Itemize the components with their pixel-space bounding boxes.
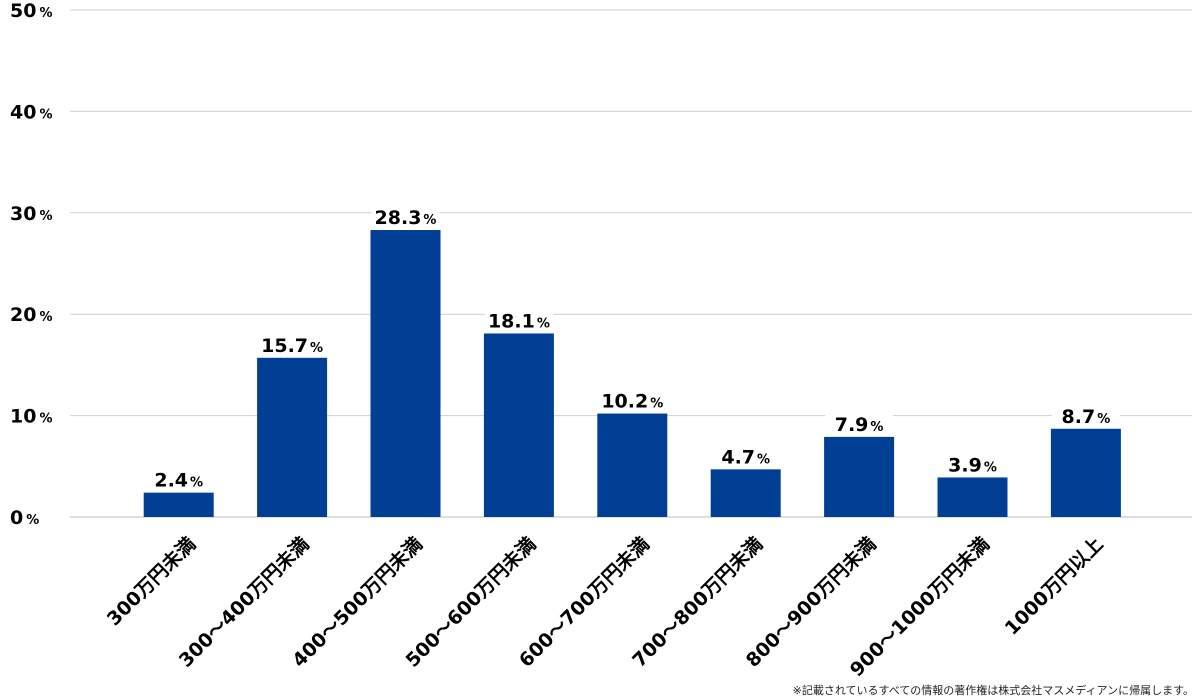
data-label-background xyxy=(598,389,667,412)
x-tick-label: 1000万円以上 xyxy=(1001,533,1108,640)
bar xyxy=(483,333,554,517)
x-tick-label: 300万円未満 xyxy=(102,532,200,630)
bar xyxy=(143,492,214,517)
data-label: 10.2% xyxy=(601,391,663,413)
data-label-background xyxy=(258,333,327,356)
y-axis-ticks: 0 % 10 % 20 % 30 % 40 % 50% xyxy=(10,0,52,529)
data-label: 28.3% xyxy=(375,207,437,229)
y-tick-label: 30% xyxy=(10,203,52,225)
bars xyxy=(143,230,1121,517)
bar xyxy=(824,436,895,517)
data-label: 4.7% xyxy=(721,446,770,468)
data-label-background xyxy=(825,412,894,435)
data-label: 7.9% xyxy=(835,414,884,436)
copyright-notice: ※記載されているすべての情報の著作権は株式会社マスメディアンに帰属します。 xyxy=(792,684,1194,697)
bar xyxy=(597,413,668,517)
y-tick-label: 40% xyxy=(10,101,52,123)
y-tick-label: 10% xyxy=(10,406,52,428)
data-label-background xyxy=(484,309,553,332)
bar xyxy=(1050,428,1121,517)
data-label-background xyxy=(711,445,780,468)
data-label: 18.1% xyxy=(488,310,550,332)
data-label-background xyxy=(1051,404,1120,427)
bar xyxy=(370,230,441,517)
data-label: 2.4% xyxy=(154,470,203,492)
x-axis-labels: 300万円未満300～400万円未満400～500万円未満500～600万円未満… xyxy=(102,532,1107,681)
data-labels: 2.4 % 15.7 % 28.3 % 18.1 % 10.2 % 4.7 % 7.9 % 3.9 % 8.7% xyxy=(144,206,1120,492)
bar xyxy=(937,477,1008,517)
data-label-background xyxy=(371,206,440,229)
bar xyxy=(257,357,328,517)
bar xyxy=(710,469,781,517)
data-label: 8.7% xyxy=(1062,406,1111,428)
data-label-background xyxy=(144,468,213,491)
y-tick-label: 50% xyxy=(10,0,52,22)
y-tick-label: 20% xyxy=(10,304,52,326)
y-tick-label: 0% xyxy=(10,507,39,529)
data-label-background xyxy=(938,453,1007,476)
data-label: 3.9% xyxy=(948,454,997,476)
data-label: 15.7% xyxy=(261,335,323,357)
